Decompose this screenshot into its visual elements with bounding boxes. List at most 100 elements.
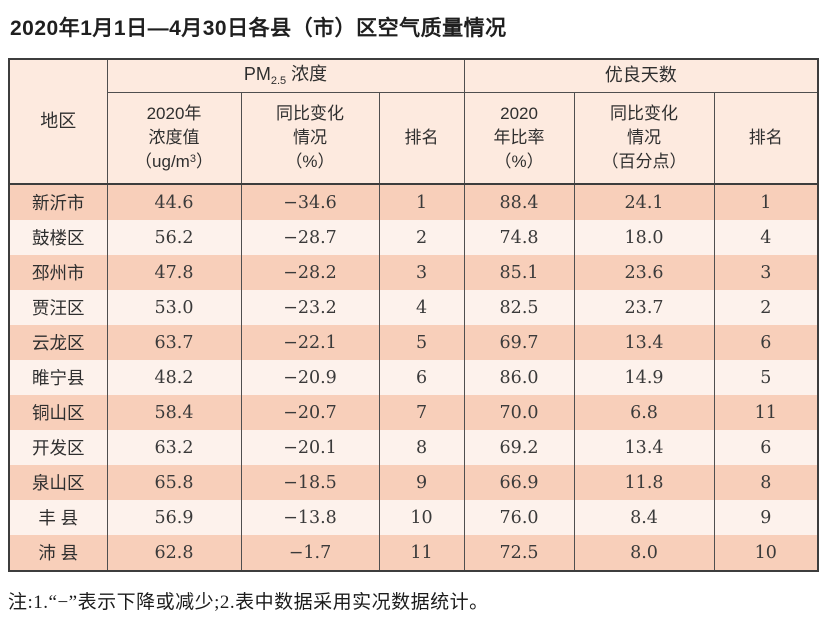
cell-days-rank: 9 <box>713 500 819 535</box>
table-row: 邳州市 47.8 −28.2 3 85.1 23.6 3 <box>8 255 819 290</box>
cell-days-rate: 66.9 <box>463 465 575 500</box>
cell-pm-change: −13.8 <box>240 500 380 535</box>
cell-days-change: 13.4 <box>573 430 715 465</box>
group-pm25-header: PM2.5 浓度 <box>106 59 465 93</box>
cell-region: 睢宁县 <box>8 360 108 395</box>
cell-days-change: 8.0 <box>573 535 715 571</box>
cell-pm-value: 65.8 <box>106 465 242 500</box>
days-change-column-header: 同比变化 情况 （百分点） <box>573 92 715 185</box>
cell-pm-change: −20.1 <box>240 430 380 465</box>
cell-pm-change: −20.7 <box>240 395 380 430</box>
days-rank-column-header: 排名 <box>713 92 819 185</box>
table-header: 地区 PM2.5 浓度 优良天数 2020年 浓度值 （ug/m3） 同比变化 … <box>8 59 819 185</box>
cell-days-change: 23.6 <box>573 255 715 290</box>
cell-pm-value: 48.2 <box>106 360 242 395</box>
table-row: 睢宁县 48.2 −20.9 6 86.0 14.9 5 <box>8 360 819 395</box>
table-row: 丰 县 56.9 −13.8 10 76.0 8.4 9 <box>8 500 819 535</box>
cell-pm-rank: 2 <box>378 220 465 255</box>
cell-pm-rank: 6 <box>378 360 465 395</box>
group-good-days-header: 优良天数 <box>463 59 819 93</box>
region-column-header: 地区 <box>8 59 108 185</box>
table-body: 新沂市 44.6 −34.6 1 88.4 24.1 1 鼓楼区 56.2 −28.7 2 74.8 1… <box>8 184 819 571</box>
cell-days-change: 11.8 <box>573 465 715 500</box>
cell-days-rank: 3 <box>713 255 819 290</box>
cell-region: 铜山区 <box>8 395 108 430</box>
cell-days-rank: 8 <box>713 465 819 500</box>
cell-days-rank: 5 <box>713 360 819 395</box>
cell-region: 贾汪区 <box>8 290 108 325</box>
cell-pm-value: 63.2 <box>106 430 242 465</box>
table-row: 泉山区 65.8 −18.5 9 66.9 11.8 8 <box>8 465 819 500</box>
table-row: 贾汪区 53.0 −23.2 4 82.5 23.7 2 <box>8 290 819 325</box>
cell-days-rate: 88.4 <box>463 184 575 220</box>
cell-pm-value: 62.8 <box>106 535 242 571</box>
cell-pm-rank: 1 <box>378 184 465 220</box>
cell-pm-change: −20.9 <box>240 360 380 395</box>
cell-days-change: 13.4 <box>573 325 715 360</box>
cell-days-rank: 6 <box>713 325 819 360</box>
cell-region: 云龙区 <box>8 325 108 360</box>
cell-days-rate: 69.7 <box>463 325 575 360</box>
cell-region: 新沂市 <box>8 184 108 220</box>
cell-pm-rank: 5 <box>378 325 465 360</box>
cell-days-rate: 70.0 <box>463 395 575 430</box>
cell-pm-rank: 3 <box>378 255 465 290</box>
cell-pm-change: −28.2 <box>240 255 380 290</box>
air-quality-table: 地区 PM2.5 浓度 优良天数 2020年 浓度值 （ug/m3） 同比变化 … <box>8 58 820 572</box>
cell-pm-rank: 8 <box>378 430 465 465</box>
cell-days-rate: 85.1 <box>463 255 575 290</box>
table-row: 鼓楼区 56.2 −28.7 2 74.8 18.0 4 <box>8 220 819 255</box>
cell-days-rank: 4 <box>713 220 819 255</box>
pm-value-column-header: 2020年 浓度值 （ug/m3） <box>106 92 242 185</box>
cell-pm-rank: 11 <box>378 535 465 571</box>
table-row: 开发区 63.2 −20.1 8 69.2 13.4 6 <box>8 430 819 465</box>
cell-pm-value: 47.8 <box>106 255 242 290</box>
cell-region: 邳州市 <box>8 255 108 290</box>
cell-days-rank: 1 <box>713 184 819 220</box>
cell-days-change: 14.9 <box>573 360 715 395</box>
cell-days-rate: 69.2 <box>463 430 575 465</box>
pm-change-column-header: 同比变化 情况 （%） <box>240 92 380 185</box>
pm-rank-column-header: 排名 <box>378 92 465 185</box>
cell-pm-rank: 7 <box>378 395 465 430</box>
cell-pm-rank: 9 <box>378 465 465 500</box>
cell-days-change: 6.8 <box>573 395 715 430</box>
cell-pm-value: 58.4 <box>106 395 242 430</box>
cell-days-change: 24.1 <box>573 184 715 220</box>
cell-pm-change: −22.1 <box>240 325 380 360</box>
cell-pm-value: 63.7 <box>106 325 242 360</box>
cell-pm-value: 44.6 <box>106 184 242 220</box>
cell-pm-change: −18.5 <box>240 465 380 500</box>
cell-region: 丰 县 <box>8 500 108 535</box>
pm25-label: PM2.5 浓度 <box>243 64 328 88</box>
cell-days-rank: 2 <box>713 290 819 325</box>
footnote: 注:1.“−”表示下降或减少;2.表中数据采用实况数据统计。 <box>8 592 489 613</box>
cell-pm-change: −28.7 <box>240 220 380 255</box>
cell-pm-rank: 10 <box>378 500 465 535</box>
cell-days-change: 18.0 <box>573 220 715 255</box>
pm-value-unit: （ug/m3） <box>135 151 213 171</box>
cell-pm-change: −23.2 <box>240 290 380 325</box>
table-row: 沛 县 62.8 −1.7 11 72.5 8.0 10 <box>8 535 819 571</box>
cell-days-rank: 6 <box>713 430 819 465</box>
days-rate-column-header: 2020 年比率 （%） <box>463 92 575 185</box>
table-row: 新沂市 44.6 −34.6 1 88.4 24.1 1 <box>8 184 819 220</box>
table-row: 云龙区 63.7 −22.1 5 69.7 13.4 6 <box>8 325 819 360</box>
cell-days-change: 23.7 <box>573 290 715 325</box>
cell-days-rate: 74.8 <box>463 220 575 255</box>
cell-region: 泉山区 <box>8 465 108 500</box>
cell-days-rank: 11 <box>713 395 819 430</box>
cell-days-change: 8.4 <box>573 500 715 535</box>
cell-days-rate: 86.0 <box>463 360 575 395</box>
cell-pm-value: 56.2 <box>106 220 242 255</box>
cell-days-rate: 72.5 <box>463 535 575 571</box>
table-row: 铜山区 58.4 −20.7 7 70.0 6.8 11 <box>8 395 819 430</box>
cell-region: 沛 县 <box>8 535 108 571</box>
cell-pm-rank: 4 <box>378 290 465 325</box>
cell-region: 鼓楼区 <box>8 220 108 255</box>
cell-pm-value: 53.0 <box>106 290 242 325</box>
page-title: 2020年1月1日—4月30日各县（市）区空气质量情况 <box>10 17 507 40</box>
cell-days-rank: 10 <box>713 535 819 571</box>
cell-pm-change: −1.7 <box>240 535 380 571</box>
cell-pm-change: −34.6 <box>240 184 380 220</box>
